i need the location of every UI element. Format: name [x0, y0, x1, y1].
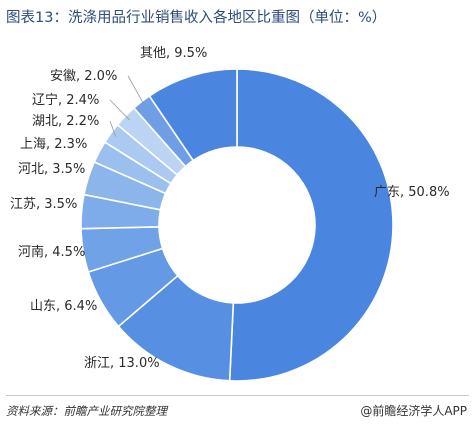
slice-label-8: 湖北, 2.2% — [32, 114, 99, 129]
brand-mark: @前瞻经济学人APP — [360, 404, 467, 418]
leader-line-10 — [127, 75, 146, 107]
source-note: 资料来源：前瞻产业研究院整理 — [6, 404, 167, 418]
slice-label-7: 上海, 2.3% — [20, 137, 87, 152]
footer-divider — [6, 395, 469, 396]
slice-label-5: 江苏, 3.5% — [10, 196, 77, 212]
slice-label-9: 辽宁, 2.4% — [32, 92, 99, 108]
slice-label-2: 浙江, 13.0% — [84, 356, 160, 371]
donut-slices — [80, 68, 394, 382]
chart-title: 图表13：洗涤用品行业销售收入各地区比重图（单位：%） — [6, 10, 387, 26]
slice-label-1: 广东, 50.8% — [374, 185, 450, 200]
slice-label-6: 河北, 3.5% — [18, 162, 85, 177]
slice-label-4: 河南, 4.5% — [18, 244, 85, 260]
leader-line-8 — [109, 120, 117, 137]
slice-label-3: 山东, 6.4% — [30, 299, 97, 314]
leader-lines — [109, 75, 146, 137]
slice-labels: 广东, 50.8% 浙江, 13.0% 山东, 6.4% 河南, 4.5% 江苏, 3.… — [10, 46, 450, 371]
leader-line-9 — [109, 99, 130, 121]
slice-label-10: 安徽, 2.0% — [50, 69, 117, 84]
slice-1 — [228, 68, 394, 382]
slice-11 — [148, 68, 238, 162]
slice-label-11: 其他, 9.5% — [140, 46, 207, 61]
